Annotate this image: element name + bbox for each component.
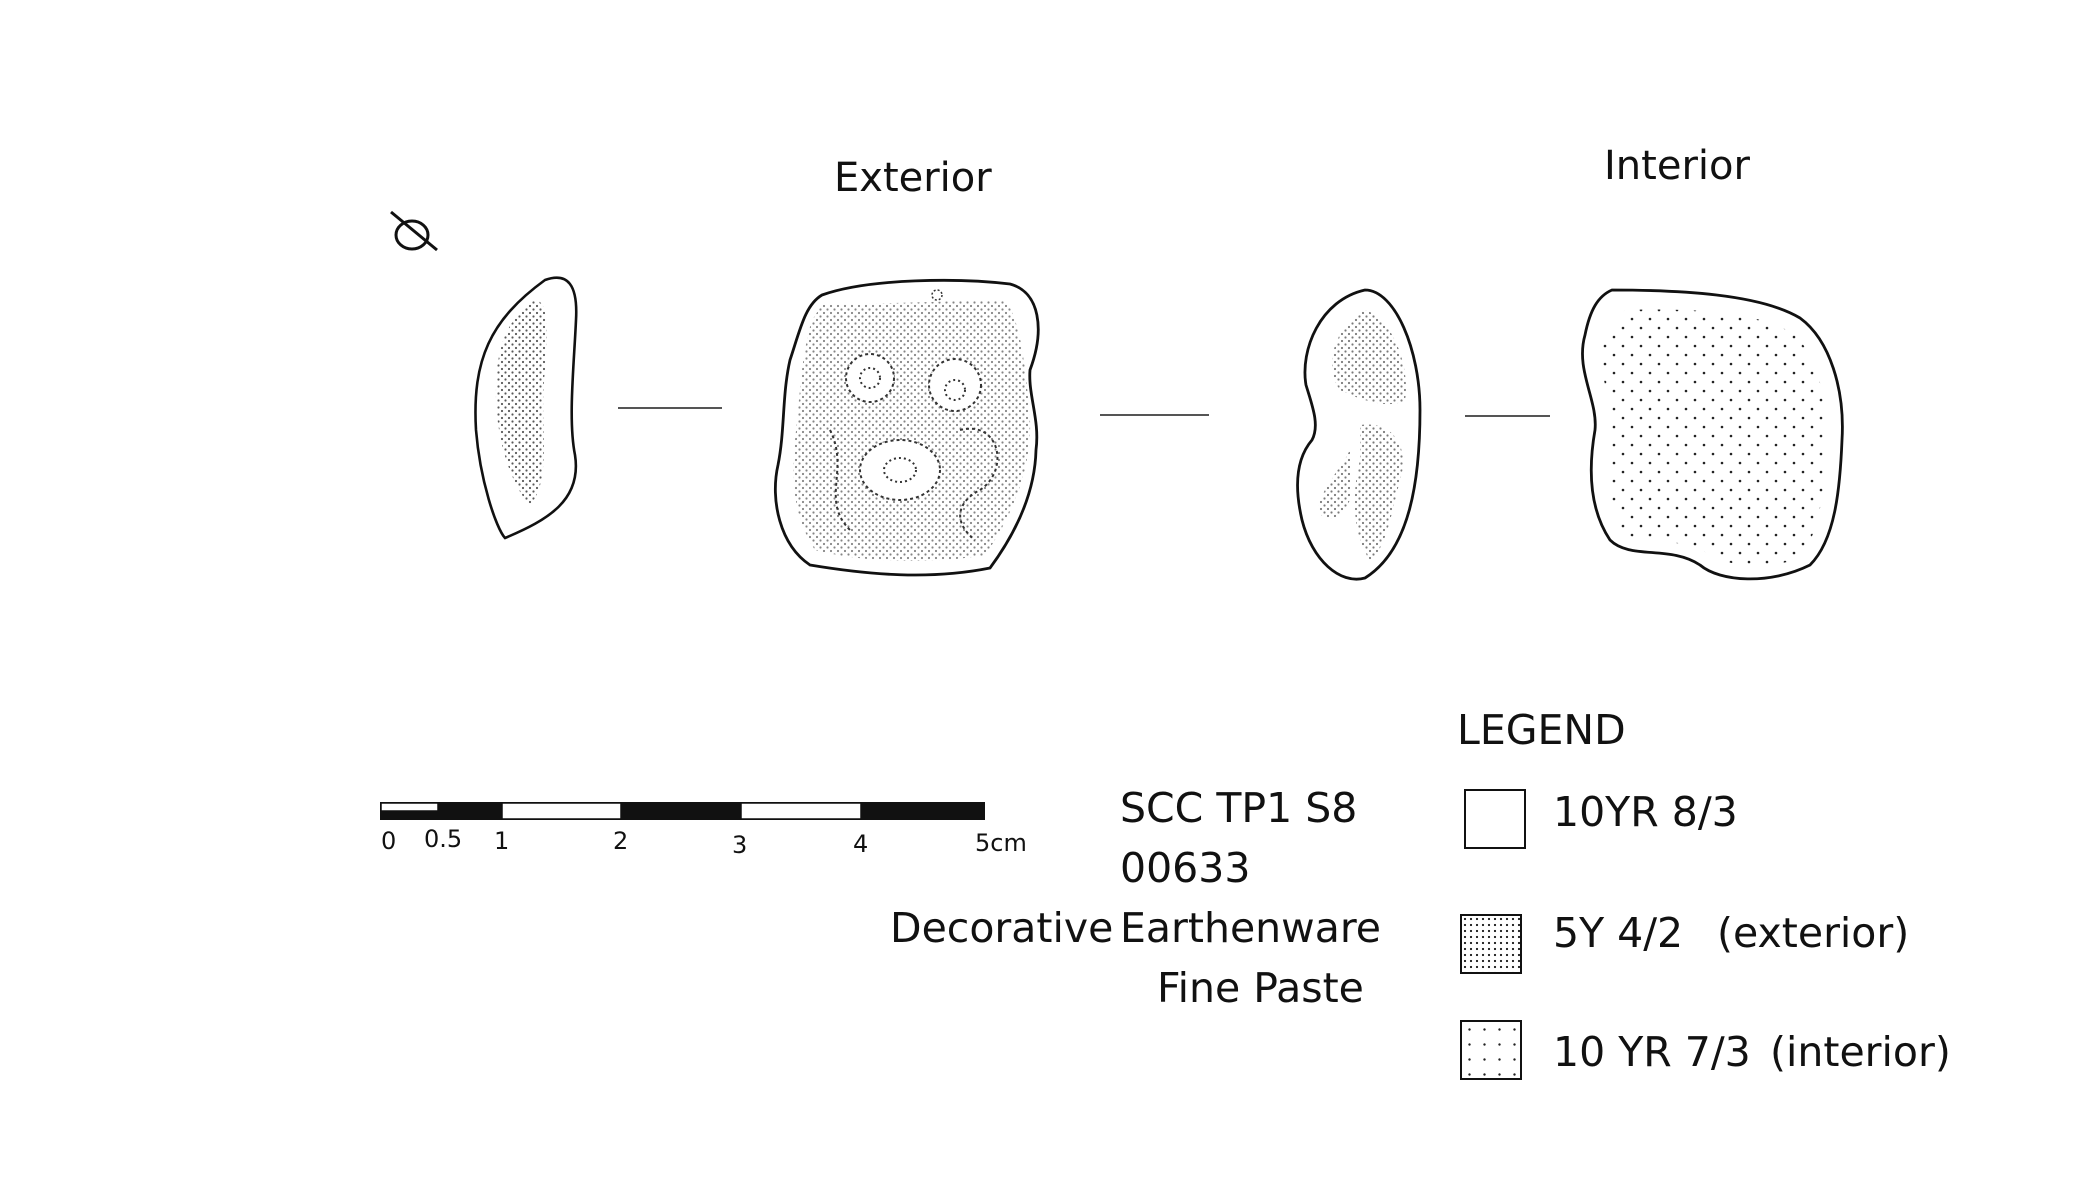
- scale-tick-label: 4: [853, 830, 869, 858]
- scale-tick-label: 0.5: [424, 825, 463, 853]
- exterior-view-label: Exterior: [834, 155, 992, 201]
- site-context-label: SCC TP1 S8: [1120, 784, 1358, 832]
- decoration-label: Decorative: [890, 904, 1114, 952]
- ware-label: Earthenware: [1120, 904, 1381, 952]
- legend-code: 5Y 4/2: [1553, 909, 1684, 957]
- scale-tick-label: 0: [381, 827, 397, 855]
- legend-note: (exterior): [1717, 909, 1910, 957]
- legend-swatch-plain: [1464, 789, 1526, 849]
- paste-label: Fine Paste: [1157, 964, 1364, 1012]
- diameter-icon: [390, 210, 438, 252]
- scale-tick-label: 5cm: [975, 829, 1027, 857]
- sherd-exterior-face: [774, 278, 1040, 577]
- sherd-profile-left: [474, 276, 578, 540]
- sherd-interior-face: [1581, 288, 1844, 581]
- scale-tick-label: 1: [494, 827, 510, 855]
- legend-swatch-sparse-stipple: [1460, 1020, 1522, 1080]
- scale-tick-label: 2: [613, 827, 629, 855]
- scale-tick-label: 3: [732, 831, 748, 859]
- legend-code: 10YR 8/3: [1553, 788, 1738, 836]
- legend-code: 10 YR 7/3: [1553, 1028, 1751, 1076]
- interior-view-label: Interior: [1604, 143, 1750, 189]
- diameter-symbol-text: Ø: [392, 208, 423, 248]
- sherd-profile-right: [1296, 288, 1422, 581]
- legend-title: LEGEND: [1457, 706, 1626, 754]
- scale-bar: [380, 802, 985, 820]
- legend-swatch-dense-stipple: [1460, 914, 1522, 974]
- catalog-number-label: 00633: [1120, 844, 1251, 892]
- legend-note: (interior): [1770, 1028, 1951, 1076]
